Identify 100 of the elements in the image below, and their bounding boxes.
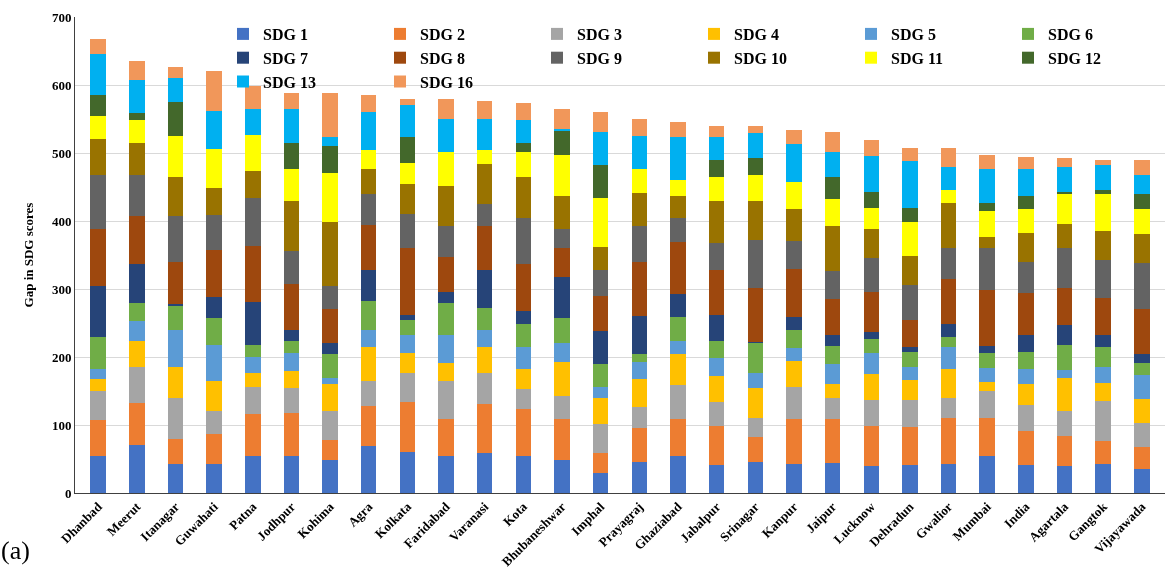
bar bbox=[90, 368, 106, 380]
bar bbox=[476, 346, 493, 374]
legend-label: SDG 12 bbox=[1048, 49, 1101, 67]
bar bbox=[824, 176, 841, 199]
bar bbox=[670, 456, 686, 493]
bar bbox=[129, 60, 145, 81]
bar bbox=[940, 417, 957, 465]
bar bbox=[708, 176, 725, 202]
bar bbox=[670, 340, 686, 354]
bar bbox=[824, 299, 841, 335]
bar bbox=[322, 384, 338, 412]
bar bbox=[1018, 157, 1034, 170]
bar bbox=[747, 287, 764, 343]
bar bbox=[708, 426, 725, 466]
bar bbox=[824, 383, 841, 398]
bar bbox=[863, 229, 879, 258]
bar bbox=[747, 158, 764, 176]
bar bbox=[979, 168, 995, 203]
bar bbox=[1134, 263, 1150, 309]
bar bbox=[167, 261, 184, 304]
bar bbox=[902, 367, 918, 381]
bar bbox=[940, 148, 957, 167]
bar bbox=[554, 155, 570, 196]
bar bbox=[902, 347, 918, 352]
bar bbox=[554, 131, 570, 156]
bar bbox=[129, 445, 145, 493]
bar bbox=[786, 316, 802, 330]
bar bbox=[554, 343, 570, 362]
bar bbox=[902, 427, 918, 466]
bar bbox=[1018, 209, 1034, 234]
bar bbox=[515, 324, 532, 348]
bar bbox=[515, 455, 532, 493]
bar bbox=[708, 358, 725, 377]
bar bbox=[322, 173, 338, 222]
bar bbox=[1134, 363, 1150, 376]
bar bbox=[863, 374, 879, 400]
bar bbox=[592, 331, 609, 364]
bar bbox=[476, 226, 493, 270]
legend-label: SDG 2 bbox=[420, 26, 465, 44]
bar bbox=[90, 116, 106, 140]
bar bbox=[90, 456, 106, 493]
bar bbox=[167, 329, 184, 368]
bar bbox=[129, 112, 145, 120]
bar bbox=[361, 225, 377, 270]
legend-label: SDG 13 bbox=[263, 73, 316, 91]
bar bbox=[1018, 335, 1034, 352]
bar bbox=[361, 329, 377, 347]
bar bbox=[786, 418, 802, 465]
bar bbox=[1134, 469, 1150, 493]
bar bbox=[1056, 435, 1073, 466]
bar bbox=[1134, 375, 1150, 400]
bar bbox=[129, 174, 145, 216]
bar bbox=[824, 418, 841, 464]
bar bbox=[167, 305, 184, 330]
bar bbox=[206, 187, 222, 215]
bar bbox=[1018, 404, 1034, 432]
bar bbox=[940, 464, 957, 493]
bar bbox=[1134, 175, 1150, 195]
bar bbox=[786, 464, 802, 493]
bar bbox=[361, 300, 377, 330]
bar bbox=[129, 302, 145, 321]
bar bbox=[940, 397, 957, 418]
bar bbox=[1056, 248, 1073, 288]
bar bbox=[1134, 446, 1150, 470]
bar bbox=[361, 169, 377, 195]
bar bbox=[129, 403, 145, 446]
bar bbox=[979, 382, 995, 391]
bar bbox=[515, 176, 532, 219]
bar bbox=[1134, 422, 1150, 447]
bar bbox=[438, 302, 454, 335]
bar bbox=[631, 353, 648, 362]
bar bbox=[399, 319, 416, 335]
bar bbox=[631, 379, 648, 408]
bar bbox=[670, 418, 686, 457]
bar bbox=[515, 119, 532, 144]
bar bbox=[940, 190, 957, 203]
bar bbox=[283, 340, 300, 353]
bar bbox=[863, 352, 879, 374]
bar bbox=[129, 215, 145, 264]
bar bbox=[670, 242, 686, 295]
bar bbox=[824, 463, 841, 493]
bar bbox=[631, 407, 648, 429]
bar bbox=[1095, 334, 1111, 348]
bar bbox=[979, 391, 995, 419]
bar bbox=[902, 465, 918, 493]
legend-label: SDG 10 bbox=[734, 49, 787, 67]
bar bbox=[438, 418, 454, 456]
bar bbox=[824, 198, 841, 227]
bar bbox=[1095, 230, 1111, 261]
bar bbox=[90, 94, 106, 117]
bar bbox=[399, 162, 416, 185]
bar bbox=[1018, 261, 1034, 294]
legend-label: SDG 6 bbox=[1048, 26, 1093, 44]
bar bbox=[979, 202, 995, 212]
bar bbox=[438, 185, 454, 227]
bar bbox=[863, 291, 879, 332]
bar bbox=[1018, 431, 1034, 466]
bar bbox=[747, 437, 764, 462]
bar bbox=[438, 291, 454, 303]
bar bbox=[438, 257, 454, 292]
